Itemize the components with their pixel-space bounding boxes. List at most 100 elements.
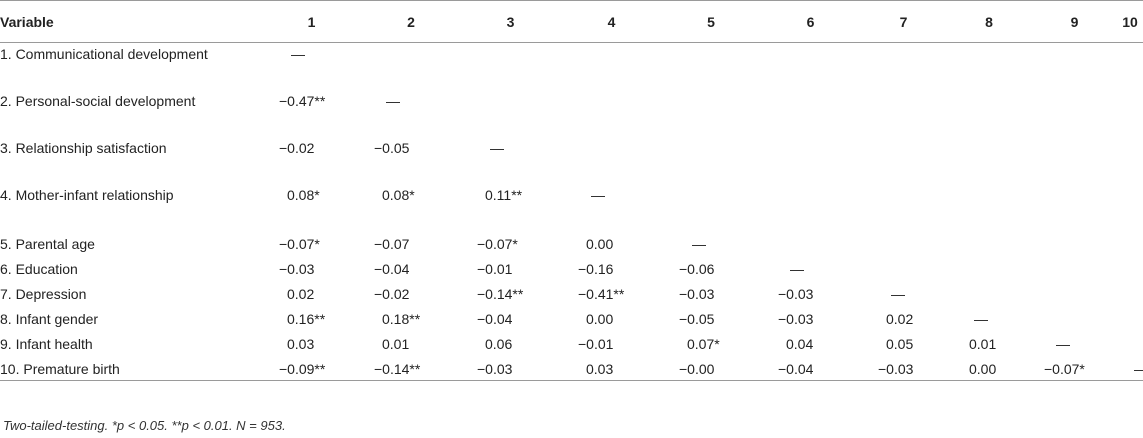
header-col-8: 8: [985, 13, 993, 30]
cell-value: −0.16: [578, 260, 614, 277]
header-col-6: 6: [806, 13, 815, 30]
header-col-1: 1: [307, 13, 316, 30]
cell-value: −0.02: [374, 285, 410, 302]
cell-value: −0.07*: [1044, 360, 1085, 377]
cell-value: −0.14**: [477, 285, 524, 302]
cell-value: 0.00: [586, 235, 614, 252]
table-cell: −0.03: [460, 356, 561, 381]
cell-value: −0.03: [279, 260, 315, 277]
table-row: 3. Relationship satisfaction −0.02 −0.05 —: [0, 137, 1143, 184]
table-cell: [946, 43, 1032, 90]
row-label: 5. Parental age: [0, 231, 261, 256]
cell-value: —: [891, 285, 905, 302]
table-cell: [1032, 306, 1117, 331]
table-cell: 0.02: [261, 281, 362, 306]
table-cell: [1117, 256, 1143, 281]
table-cell: −0.04: [760, 356, 861, 381]
cell-value: 0.03: [287, 335, 315, 352]
correlation-table: Variable 1 2 3 4 5 6 7 8 9 10 1. Communi…: [0, 0, 1143, 381]
table-cell: [946, 231, 1032, 256]
table-cell: −0.07*: [460, 231, 561, 256]
row-label: 2. Personal-social development: [0, 90, 261, 137]
table-cell: [460, 43, 561, 90]
table-cell: [1117, 306, 1143, 331]
cell-value: −0.02: [279, 139, 315, 156]
row-label: 4. Mother-infant relationship: [0, 184, 261, 231]
table-cell: −0.03: [861, 356, 946, 381]
table-cell: [662, 184, 760, 231]
cell-value: —: [1117, 358, 1143, 380]
cell-value: —: [386, 92, 400, 109]
table-row: 2. Personal-social development −0.47** —: [0, 90, 1143, 137]
table-cell: −0.04: [460, 306, 561, 331]
cell-value: −0.01: [578, 335, 614, 352]
cell-value: −0.09**: [279, 360, 326, 377]
table-cell: —: [1117, 356, 1143, 381]
cell-value: −0.03: [778, 285, 814, 302]
row-label-text: 10. Premature birth: [0, 360, 120, 377]
cell-value: 0.00: [586, 310, 614, 327]
table-cell: 0.11**: [460, 184, 561, 231]
table-cell: 0.00: [946, 356, 1032, 381]
table-row: 6. Education −0.03 −0.04 −0.01 −0.16 −0.06 —: [0, 256, 1143, 281]
table-cell: −0.01: [460, 256, 561, 281]
table-cell: −0.14**: [362, 356, 460, 381]
cell-value: 0.16**: [287, 310, 326, 327]
cell-value: −0.00: [679, 360, 715, 377]
table-cell: [861, 137, 946, 184]
table-cell: 0.03: [561, 356, 662, 381]
table-cell: [861, 184, 946, 231]
table-cell: [946, 137, 1032, 184]
cell-value: −0.04: [778, 360, 814, 377]
cell-value: 0.08*: [382, 186, 415, 203]
table-cell: −0.06: [662, 256, 760, 281]
table-cell: [1117, 90, 1143, 137]
table-cell: −0.03: [760, 281, 861, 306]
table-cell: —: [561, 184, 662, 231]
table-cell: [1117, 331, 1143, 356]
table-cell: [946, 256, 1032, 281]
table-cell: [861, 256, 946, 281]
table-cell: —: [1032, 331, 1117, 356]
table-cell: —: [861, 281, 946, 306]
cell-value: −0.01: [477, 260, 513, 277]
cell-value: −0.41**: [578, 285, 625, 302]
table-cell: [946, 184, 1032, 231]
table-cell: −0.01: [561, 331, 662, 356]
cell-value: −0.05: [374, 139, 410, 156]
table-cell: 0.00: [561, 306, 662, 331]
table-footnote: Two-tailed-testing. *p < 0.05. **p < 0.0…: [3, 418, 286, 433]
cell-value: −0.03: [679, 285, 715, 302]
table-cell: —: [460, 137, 561, 184]
table-row: 4. Mother-infant relationship 0.08* 0.08* 0…: [0, 184, 1143, 231]
table-cell: [861, 43, 946, 90]
table-cell: [760, 43, 861, 90]
row-label: 1. Communicational development: [0, 43, 261, 90]
cell-value: 0.18**: [382, 310, 421, 327]
cell-value: —: [1056, 335, 1070, 352]
table-row: 9. Infant health 0.03 0.01 0.06 −0.01 0.07* 0.…: [0, 331, 1143, 356]
cell-value: —: [790, 260, 804, 277]
table-cell: 0.02: [861, 306, 946, 331]
table-cell: [561, 43, 662, 90]
row-label: 8. Infant gender: [0, 306, 261, 331]
cell-value: 0.05: [886, 335, 914, 352]
table-cell: −0.16: [561, 256, 662, 281]
table-cell: −0.07*: [261, 231, 362, 256]
row-label: 3. Relationship satisfaction: [0, 137, 261, 184]
cell-value: 0.06: [485, 335, 513, 352]
cell-value: 0.02: [287, 285, 315, 302]
table-cell: [561, 137, 662, 184]
cell-value: −0.06: [679, 260, 715, 277]
table-cell: 0.01: [946, 331, 1032, 356]
header-col-10: 10: [1122, 13, 1138, 30]
table-cell: 0.08*: [362, 184, 460, 231]
table-cell: −0.03: [662, 281, 760, 306]
row-label-text: 9. Infant health: [0, 335, 93, 352]
table-row: 8. Infant gender 0.16** 0.18** −0.04 0.00 −0.…: [0, 306, 1143, 331]
cell-value: 0.02: [886, 310, 914, 327]
table-cell: —: [362, 90, 460, 137]
cell-value: 0.00: [969, 360, 997, 377]
table-cell: [1032, 256, 1117, 281]
